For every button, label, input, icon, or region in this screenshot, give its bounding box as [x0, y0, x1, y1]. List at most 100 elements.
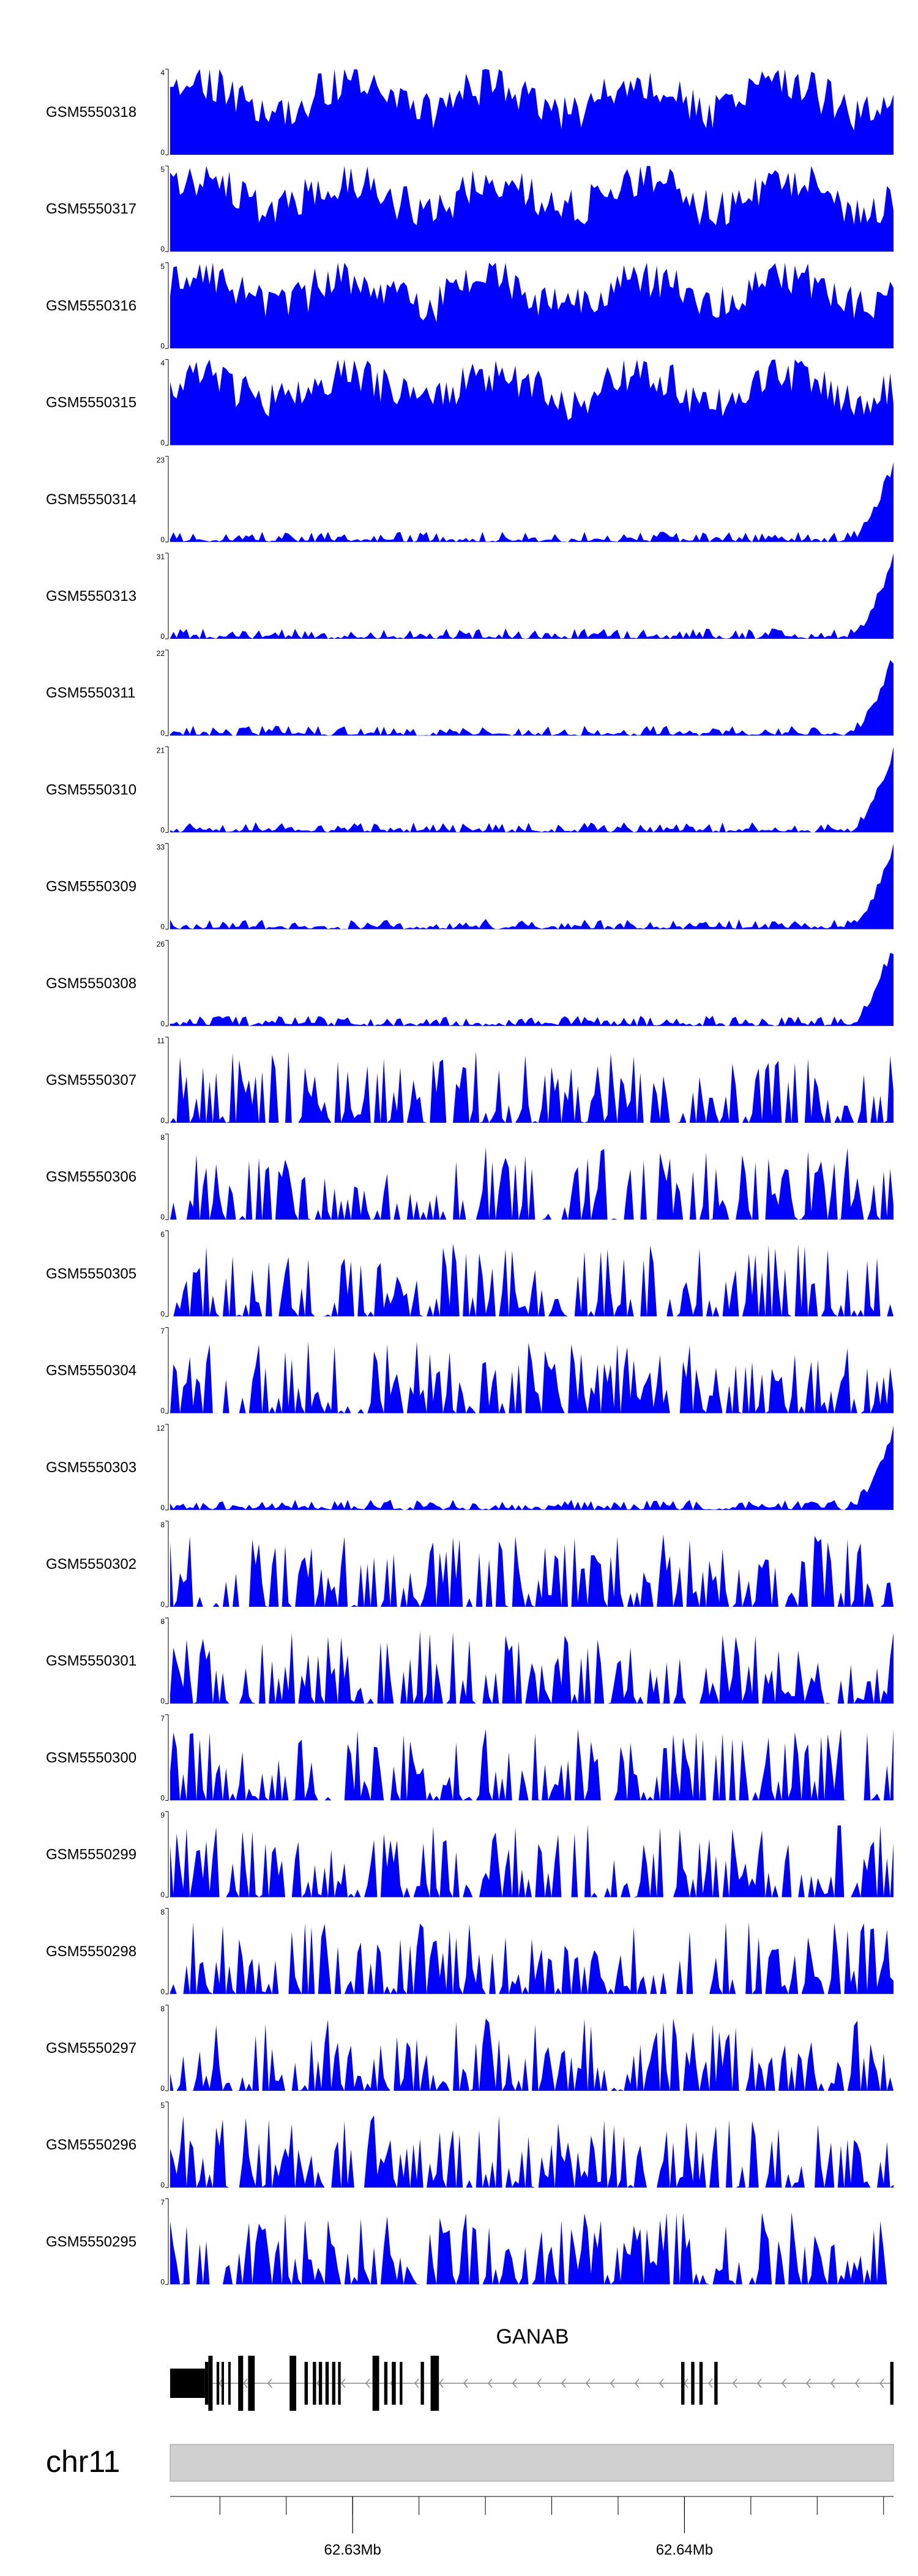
- x-axis-tick-label: 62.64Mb: [656, 2542, 713, 2558]
- track: GSM5550315 4 0: [46, 359, 894, 447]
- track-label: GSM5550311: [46, 685, 135, 701]
- coverage-area: [170, 843, 894, 929]
- exon: [222, 2362, 224, 2405]
- track-label: GSM5550304: [46, 1363, 136, 1379]
- track: GSM5550299 9 0: [46, 1811, 894, 1899]
- coverage-area: [170, 262, 894, 349]
- exon: [289, 2356, 296, 2411]
- exon: [714, 2362, 718, 2405]
- exon: [890, 2362, 894, 2405]
- strand-arrow: [537, 2378, 542, 2388]
- strand-arrow: [659, 2378, 664, 2388]
- track: GSM5550317 5 0: [46, 165, 894, 253]
- track-label: GSM5550300: [46, 1749, 136, 1766]
- strand-arrow: [757, 2378, 762, 2388]
- track: GSM5550309 33 0: [46, 843, 894, 931]
- y-axis-max-label: 7: [160, 1714, 165, 1722]
- strand-arrow: [855, 2378, 860, 2388]
- exon: [238, 2356, 244, 2411]
- track-label: GSM5550318: [46, 104, 136, 121]
- y-axis-min-label: 0: [160, 2181, 165, 2189]
- strand-arrow: [561, 2378, 566, 2388]
- coverage-tracks: GSM555031840GSM555031750GSM555031650GSM5…: [46, 69, 894, 2286]
- strand-arrow: [414, 2378, 419, 2388]
- exon: [699, 2362, 703, 2405]
- track-label: GSM5550315: [46, 395, 136, 411]
- y-axis-max-label: 12: [157, 1424, 165, 1432]
- track-label: GSM5550309: [46, 879, 136, 895]
- y-axis-max-label: 21: [157, 746, 165, 754]
- strand-arrow: [439, 2378, 444, 2388]
- coverage-area: [170, 1729, 894, 1801]
- exon: [313, 2362, 316, 2405]
- track: GSM5550302 8 0: [46, 1521, 894, 1609]
- exon: [392, 2362, 396, 2405]
- coverage-area: [170, 2212, 894, 2285]
- y-axis-max-label: 8: [160, 2005, 165, 2013]
- strand-arrow: [708, 2378, 713, 2388]
- strand-arrow: [365, 2378, 370, 2388]
- coverage-area: [170, 359, 894, 445]
- track-label: GSM5550303: [46, 1459, 136, 1476]
- y-axis-max-label: 9: [160, 1811, 165, 1820]
- exon: [430, 2356, 439, 2411]
- coverage-area: [170, 553, 894, 639]
- exon: [325, 2362, 329, 2405]
- track-label: GSM5550310: [46, 781, 136, 798]
- coverage-area: [170, 660, 894, 736]
- coverage-area: [170, 462, 894, 542]
- x-axis-tick-label: 62.63Mb: [324, 2542, 381, 2558]
- exon: [170, 2369, 205, 2398]
- exon: [304, 2362, 308, 2405]
- y-axis-min-label: 0: [160, 1793, 165, 1802]
- exon: [216, 2362, 220, 2405]
- y-axis-max-label: 4: [160, 359, 165, 368]
- y-axis-max-label: 31: [157, 553, 165, 561]
- track-label: GSM5550313: [46, 588, 136, 605]
- y-axis-min-label: 0: [160, 1116, 165, 1125]
- strand-arrow: [733, 2378, 737, 2388]
- track: GSM5550304 7 0: [46, 1327, 894, 1415]
- exon: [318, 2362, 323, 2405]
- y-axis-max-label: 33: [157, 843, 165, 852]
- y-axis-min-label: 0: [160, 2277, 165, 2286]
- y-axis-max-label: 22: [157, 649, 165, 658]
- y-axis-min-label: 0: [160, 148, 165, 157]
- chromosome-axis: chr11 62.63Mb 62.64Mb: [46, 2444, 894, 2558]
- track: GSM5550297 8 0: [46, 2005, 894, 2093]
- track-label: GSM5550295: [46, 2233, 136, 2250]
- track: GSM5550298 8 0: [46, 1908, 894, 1996]
- chromosome-bar: [170, 2444, 894, 2482]
- y-axis-max-label: 8: [160, 1617, 165, 1626]
- y-axis-min-label: 0: [160, 729, 165, 737]
- strand-arrow: [512, 2378, 517, 2388]
- strand-arrow: [879, 2378, 884, 2388]
- coverage-area: [170, 1147, 894, 1220]
- coverage-area: [170, 69, 894, 155]
- track: GSM5550295 7 0: [46, 2198, 894, 2286]
- track: GSM5550314 23 0: [46, 456, 894, 544]
- strand-arrow: [267, 2378, 272, 2388]
- exon: [400, 2362, 403, 2405]
- coverage-area: [170, 1534, 894, 1607]
- exon: [691, 2362, 695, 2405]
- track-label: GSM5550296: [46, 2137, 136, 2153]
- y-axis-min-label: 0: [160, 1600, 165, 1609]
- y-axis-min-label: 0: [160, 825, 165, 834]
- y-axis-min-label: 0: [160, 439, 165, 447]
- exon: [204, 2362, 209, 2405]
- track: GSM5550301 8 0: [46, 1617, 894, 1705]
- strand-arrow: [782, 2378, 786, 2388]
- coverage-area: [170, 1631, 894, 1704]
- strand-arrow: [635, 2378, 640, 2388]
- strand-arrow: [586, 2378, 591, 2388]
- track: GSM5550300 7 0: [46, 1714, 894, 1802]
- strand-arrow: [806, 2378, 811, 2388]
- y-axis-min-label: 0: [160, 923, 165, 931]
- strand-arrow: [463, 2378, 468, 2388]
- y-axis-min-label: 0: [160, 1019, 165, 1028]
- y-axis-max-label: 5: [160, 262, 165, 270]
- track-label: GSM5550317: [46, 201, 136, 217]
- strand-arrow: [243, 2378, 248, 2388]
- track-label: GSM5550298: [46, 1943, 136, 1960]
